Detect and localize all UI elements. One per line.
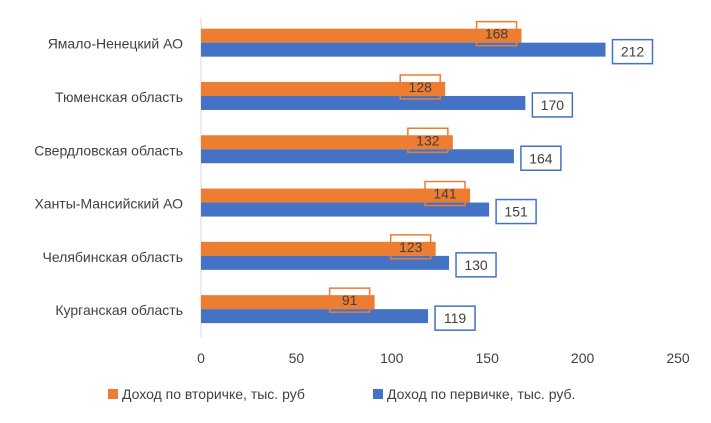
primary-income-label-box [495, 198, 537, 225]
primary-income-value-label: 212 [621, 44, 645, 60]
primary-income-value-label: 164 [529, 150, 553, 166]
secondary-income-value-label: 128 [409, 79, 433, 95]
primary-income-value-label: 119 [444, 310, 467, 326]
secondary-income-bar [201, 241, 436, 256]
secondary-income-bar [201, 81, 446, 96]
primary-income-value-label: 151 [504, 204, 528, 220]
secondary-income-bar [201, 188, 471, 203]
secondary-income-label-box [328, 287, 371, 313]
secondary-income-label-box [475, 20, 518, 47]
primary-income-value-label: 170 [541, 97, 565, 113]
secondary-income-value-label: 132 [416, 132, 440, 148]
primary-income-bar [201, 309, 429, 324]
secondary-income-value-label: 91 [342, 292, 358, 308]
secondary-income-value-label: 168 [485, 26, 509, 42]
primary-income-value-label: 130 [464, 257, 488, 273]
primary-income-bar [201, 42, 606, 57]
category-label: Курганская область [55, 302, 183, 318]
category-label: Тюменская область [55, 89, 183, 105]
secondary-income-label-box [399, 74, 441, 100]
x-tick-label: 0 [197, 350, 205, 366]
secondary-income-bar [201, 135, 453, 150]
legend-label-secondary: Доход по вторичке, тыс. руб [122, 386, 305, 402]
legend-label-primary: Доход по первичке, тыс. руб. [387, 386, 575, 402]
x-tick-label: 250 [666, 350, 690, 366]
secondary-income-label-box [424, 180, 466, 207]
x-tick-label: 100 [380, 350, 404, 366]
legend-swatch-primary [373, 389, 383, 399]
x-tick-label: 200 [571, 350, 595, 366]
x-tick-label: 50 [289, 350, 305, 366]
primary-income-bar [201, 202, 490, 217]
primary-income-label-box [531, 92, 574, 118]
primary-income-label-box [434, 305, 476, 331]
legend-swatch-secondary [108, 389, 118, 399]
category-label: Ханты-Мансийский АО [34, 196, 183, 212]
x-tick-label: 150 [476, 350, 500, 366]
primary-income-label-box [611, 38, 654, 65]
primary-income-label-box [455, 252, 497, 278]
primary-income-bar [201, 255, 450, 270]
category-label: Свердловская область [34, 142, 183, 158]
secondary-income-bar [201, 28, 522, 43]
secondary-income-label-box [389, 234, 432, 260]
secondary-income-value-label: 123 [399, 239, 423, 255]
category-label: Ямало-Ненецкий АО [48, 36, 183, 52]
category-label: Челябинская область [43, 249, 184, 265]
primary-income-label-box [520, 145, 562, 171]
primary-income-bar [201, 95, 526, 110]
primary-income-bar [201, 149, 514, 164]
secondary-income-label-box [407, 127, 449, 153]
secondary-income-bar [201, 295, 375, 310]
secondary-income-value-label: 141 [433, 186, 457, 202]
